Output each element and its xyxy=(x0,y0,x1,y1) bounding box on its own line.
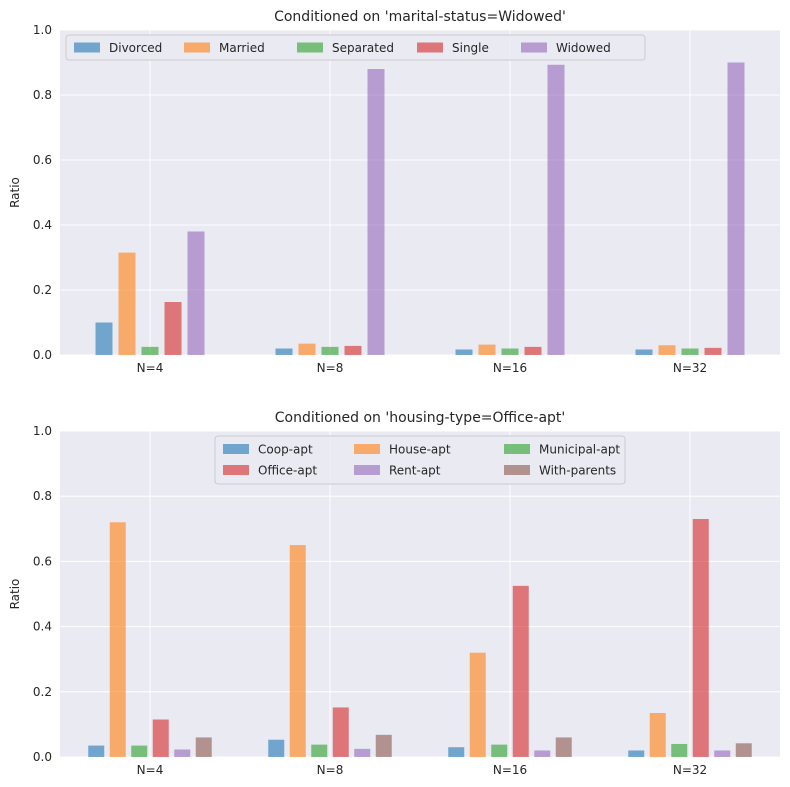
legend-label: Separated xyxy=(332,41,394,55)
bar-separated xyxy=(141,346,159,355)
y-tick-label: 1.0 xyxy=(33,23,52,37)
legend-label: Office-apt xyxy=(258,464,317,478)
y-axis-label: Ratio xyxy=(8,177,22,208)
legend-label: With-parents xyxy=(539,464,616,478)
bar-divorced xyxy=(455,349,473,355)
legend-label: Divorced xyxy=(109,41,162,55)
bar-office-apt xyxy=(332,707,349,757)
bar-with-parents xyxy=(555,737,572,757)
bar-rent-apt xyxy=(174,749,191,757)
legend-swatch xyxy=(354,444,380,454)
y-tick-label: 0.8 xyxy=(33,489,52,503)
y-tick-label: 0.6 xyxy=(33,554,52,568)
x-tick-label: N=32 xyxy=(673,361,707,375)
y-tick-label: 0.8 xyxy=(33,88,52,102)
bar-married xyxy=(118,252,136,355)
legend-label: Married xyxy=(219,41,265,55)
y-tick-label: 0.0 xyxy=(33,348,52,362)
legend-swatch xyxy=(504,465,530,475)
bar-single xyxy=(524,346,542,355)
legend-swatch xyxy=(184,42,210,53)
y-tick-label: 0.2 xyxy=(33,283,52,297)
legend-swatch xyxy=(504,444,530,454)
bar-coop-apt xyxy=(628,750,645,757)
y-tick-label: 0.0 xyxy=(33,750,52,764)
bar-house-apt xyxy=(289,545,306,757)
legend-label: Municipal-apt xyxy=(539,443,620,457)
legend: Divorced Married Separated Single Widowed xyxy=(65,34,646,61)
x-tick-label: N=8 xyxy=(317,361,344,375)
bar-coop-apt xyxy=(448,747,465,757)
bar-single xyxy=(164,302,182,355)
bar-with-parents xyxy=(735,743,752,757)
bar-divorced xyxy=(635,349,653,355)
chart-panel-2: 0.0 0.2 0.4 0.6 0.8 1.0 N=4 N=8 N=16 N=32 Conditio… xyxy=(8,410,780,777)
bar-rent-apt xyxy=(354,748,371,757)
legend-swatch xyxy=(223,465,249,475)
bar-office-apt xyxy=(692,519,709,757)
bar-office-apt xyxy=(152,719,169,757)
legend-swatch xyxy=(521,42,547,53)
bar-coop-apt xyxy=(268,739,285,757)
bar-house-apt xyxy=(469,652,486,757)
y-tick-label: 0.4 xyxy=(33,620,52,634)
bar-widowed xyxy=(187,231,205,355)
bar-separated xyxy=(501,348,519,355)
bar-office-apt xyxy=(512,585,529,757)
bar-single xyxy=(344,345,362,355)
plot-area xyxy=(60,30,780,355)
legend-swatch xyxy=(223,444,249,454)
bar-municipal-apt xyxy=(671,743,688,757)
bar-divorced xyxy=(275,348,293,355)
legend-swatch xyxy=(354,465,380,475)
bar-rent-apt xyxy=(714,750,731,757)
legend-swatch xyxy=(297,42,323,53)
legend-swatch xyxy=(417,42,443,53)
bar-married xyxy=(298,343,316,355)
bar-widowed xyxy=(727,62,745,355)
legend-label: Rent-apt xyxy=(389,464,441,478)
legend-label: Single xyxy=(452,41,489,55)
x-tick-label: N=16 xyxy=(493,763,527,777)
bar-single xyxy=(704,347,722,355)
y-tick-label: 0.4 xyxy=(33,218,52,232)
bar-widowed xyxy=(367,69,385,355)
x-tick-label: N=8 xyxy=(317,763,344,777)
chart-panel-1: 0.0 0.2 0.4 0.6 0.8 1.0 N=4 N=8 N=16 N=32 Conditio… xyxy=(8,9,780,375)
bar-municipal-apt xyxy=(491,744,508,757)
x-tick-label: N=32 xyxy=(673,763,707,777)
x-tick-label: N=4 xyxy=(137,763,164,777)
bar-municipal-apt xyxy=(311,744,328,757)
legend-label: House-apt xyxy=(389,443,451,457)
bar-married xyxy=(658,345,676,355)
bar-with-parents xyxy=(195,737,212,757)
chart-title: Conditioned on 'marital-status=Widowed' xyxy=(274,9,566,25)
y-tick-label: 1.0 xyxy=(33,424,52,438)
bar-divorced xyxy=(95,322,113,355)
legend: Coop-apt House-apt Municipal-apt Office-apt… xyxy=(214,435,626,485)
plot-area xyxy=(60,431,780,757)
y-axis-label: Ratio xyxy=(8,579,22,610)
x-tick-label: N=4 xyxy=(137,361,164,375)
bar-separated xyxy=(681,348,699,355)
x-tick-label: N=16 xyxy=(493,361,527,375)
bar-widowed xyxy=(547,64,565,356)
chart-title: Conditioned on 'housing-type=Office-apt' xyxy=(275,410,566,426)
bar-with-parents xyxy=(375,734,392,757)
legend-swatch xyxy=(74,42,100,53)
bar-house-apt xyxy=(649,712,666,757)
bar-coop-apt xyxy=(88,745,105,757)
bar-municipal-apt xyxy=(131,745,148,757)
legend-label: Widowed xyxy=(556,41,611,55)
bar-house-apt xyxy=(109,522,126,757)
y-tick-label: 0.6 xyxy=(33,153,52,167)
y-tick-label: 0.2 xyxy=(33,685,52,699)
bar-rent-apt xyxy=(534,750,551,757)
bar-married xyxy=(478,344,496,355)
bar-separated xyxy=(321,346,339,355)
legend-box xyxy=(65,34,646,61)
legend-label: Coop-apt xyxy=(258,443,313,457)
